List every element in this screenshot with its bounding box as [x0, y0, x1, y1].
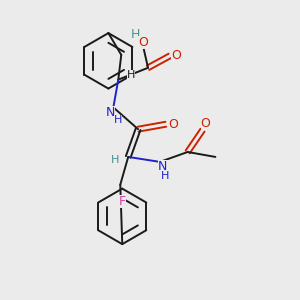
- Text: F: F: [119, 195, 126, 208]
- Text: H: H: [127, 70, 135, 80]
- Text: N: N: [106, 106, 115, 119]
- Text: O: O: [138, 35, 148, 49]
- Text: N: N: [158, 160, 168, 173]
- Text: H: H: [161, 171, 169, 181]
- Text: H: H: [130, 28, 140, 40]
- Text: H: H: [111, 155, 119, 165]
- Text: O: O: [168, 118, 178, 131]
- Text: O: O: [200, 117, 210, 130]
- Text: O: O: [171, 50, 181, 62]
- Text: H: H: [114, 115, 122, 125]
